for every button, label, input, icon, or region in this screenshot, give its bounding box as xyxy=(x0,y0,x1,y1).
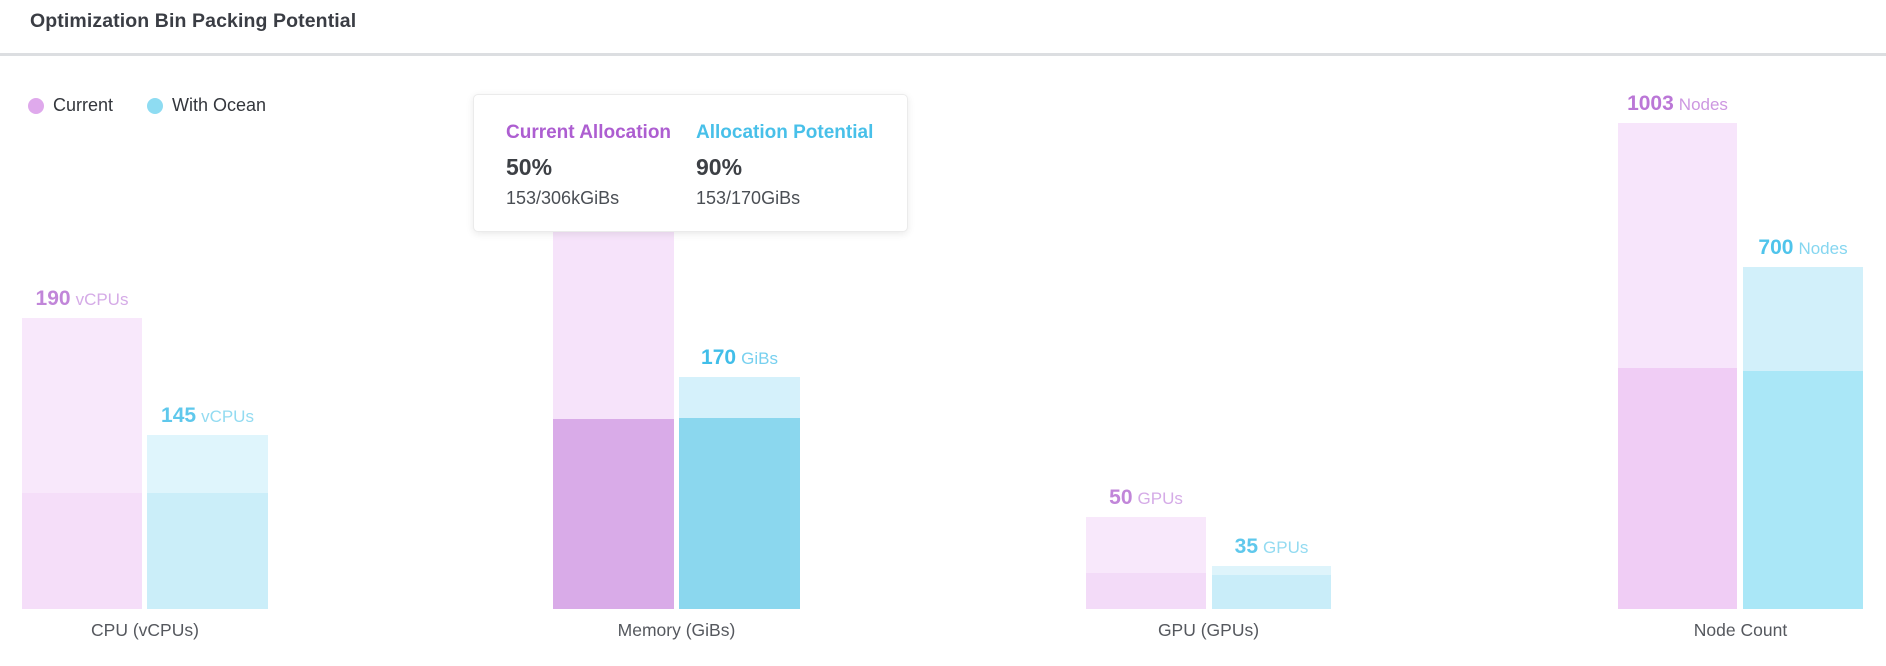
bar-used-segment xyxy=(1212,575,1331,609)
category-label-gpu-gpus: GPU (GPUs) xyxy=(1157,620,1260,640)
tooltip-allocation-potential-detail: 153/170GiBs xyxy=(696,188,801,208)
bar-used-segment xyxy=(147,493,268,609)
chart-legend: Current With Ocean xyxy=(28,95,266,116)
tooltip-allocation-potential-percent: 90% xyxy=(696,154,743,180)
bar-value-label: 35 GPUs xyxy=(1234,535,1309,558)
category-label-cpu-vcpus: CPU (vCPUs) xyxy=(91,620,199,640)
tooltip-current-allocation-title: Current Allocation xyxy=(506,122,672,143)
tooltip-allocation-potential: Allocation Potential 90% 153/170GiBs xyxy=(696,122,886,231)
header-divider xyxy=(0,53,1886,56)
current-series-dot-icon xyxy=(28,97,44,114)
bar-with-ocean-gpu-gpus[interactable]: 35 GPUs xyxy=(1212,535,1331,609)
bar-value-label: 170 GiBs xyxy=(701,346,778,369)
bar-value-label: 145 vCPUs xyxy=(161,404,254,427)
bar-value-label: 50 GPUs xyxy=(1109,486,1183,509)
category-label-node-count: Node Count xyxy=(1693,620,1788,640)
bar-value-label: 190 vCPUs xyxy=(35,287,129,310)
bar-used-segment xyxy=(1618,368,1737,609)
legend-item-current[interactable]: Current xyxy=(28,95,113,116)
bar-with-ocean-memory-gibs[interactable]: 170 GiBs xyxy=(679,346,800,609)
bar-used-segment xyxy=(553,419,674,609)
legend-label-current: Current xyxy=(53,95,114,115)
tooltip-current-allocation-detail: 153/306kGiBs xyxy=(506,188,620,208)
bar-used-segment xyxy=(22,493,142,609)
tooltip-current-allocation: Current Allocation 50% 153/306kGiBs xyxy=(506,122,696,231)
bar-current-cpu-vcpus[interactable]: 190 vCPUs xyxy=(22,287,142,609)
bar-used-segment xyxy=(1086,573,1206,609)
bar-used-segment xyxy=(679,418,800,609)
bar-current-node-count[interactable]: 1003 Nodes xyxy=(1618,92,1737,609)
category-label-memory-gibs: Memory (GiBs) xyxy=(617,620,736,640)
bar-value-label: 700 Nodes xyxy=(1758,236,1848,259)
chart-tooltip: Current Allocation 50% 153/306kGiBs Allo… xyxy=(473,94,908,232)
bar-current-gpu-gpus[interactable]: 50 GPUs xyxy=(1086,486,1206,609)
legend-item-with-ocean[interactable]: With Ocean xyxy=(147,95,266,116)
bar-current-memory-gibs[interactable]: 306GiBs xyxy=(553,198,674,609)
page-title: Optimization Bin Packing Potential xyxy=(30,10,357,32)
bar-with-ocean-cpu-vcpus[interactable]: 145 vCPUs xyxy=(147,404,268,609)
tooltip-current-allocation-percent: 50% xyxy=(506,154,553,180)
legend-label-with-ocean: With Ocean xyxy=(172,95,267,115)
bar-with-ocean-node-count[interactable]: 700 Nodes xyxy=(1743,236,1863,609)
with-ocean-series-dot-icon xyxy=(147,97,164,114)
tooltip-allocation-potential-title: Allocation Potential xyxy=(696,122,874,143)
bar-value-label: 1003 Nodes xyxy=(1627,92,1728,115)
bar-used-segment xyxy=(1743,371,1863,609)
